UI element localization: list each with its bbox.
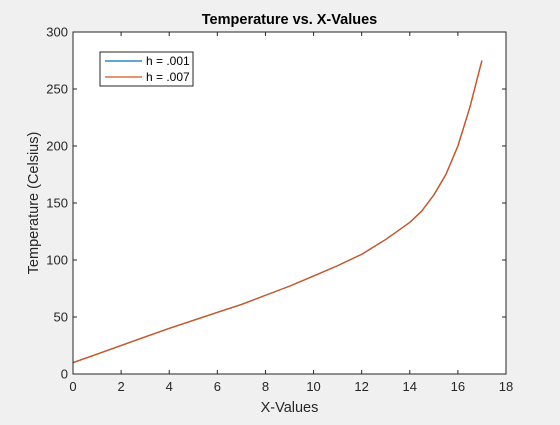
y-tick-label: 0 xyxy=(61,367,68,382)
x-tick-label: 16 xyxy=(451,379,465,394)
legend-label-2: h = .007 xyxy=(146,70,190,84)
y-tick-label: 300 xyxy=(46,25,68,40)
x-tick-label: 14 xyxy=(403,379,417,394)
legend: h = .001 h = .007 xyxy=(99,51,194,87)
legend-label-1: h = .001 xyxy=(146,54,190,68)
x-axis-label: X-Values xyxy=(261,400,319,416)
y-tick-label: 250 xyxy=(46,82,68,97)
y-tick-label: 200 xyxy=(46,139,68,154)
y-tick-label: 150 xyxy=(46,196,68,211)
x-tick-label: 12 xyxy=(354,379,368,394)
x-tick-label: 2 xyxy=(117,379,124,394)
x-tick-label: 0 xyxy=(69,379,76,394)
legend-box xyxy=(99,51,194,87)
series-line-2 xyxy=(72,60,483,364)
x-tick-label: 8 xyxy=(262,379,269,394)
plot-area xyxy=(73,32,506,374)
x-tick-label: 18 xyxy=(499,379,513,394)
y-tick-label: 50 xyxy=(54,310,68,325)
chart-title: Temperature vs. X-Values xyxy=(202,12,377,28)
y-axis-label: Temperature (Celsius) xyxy=(26,132,42,275)
x-tick-label: 4 xyxy=(166,379,173,394)
y-tick-label: 100 xyxy=(46,253,68,268)
x-tick-label: 6 xyxy=(214,379,221,394)
x-tick-label: 10 xyxy=(306,379,320,394)
